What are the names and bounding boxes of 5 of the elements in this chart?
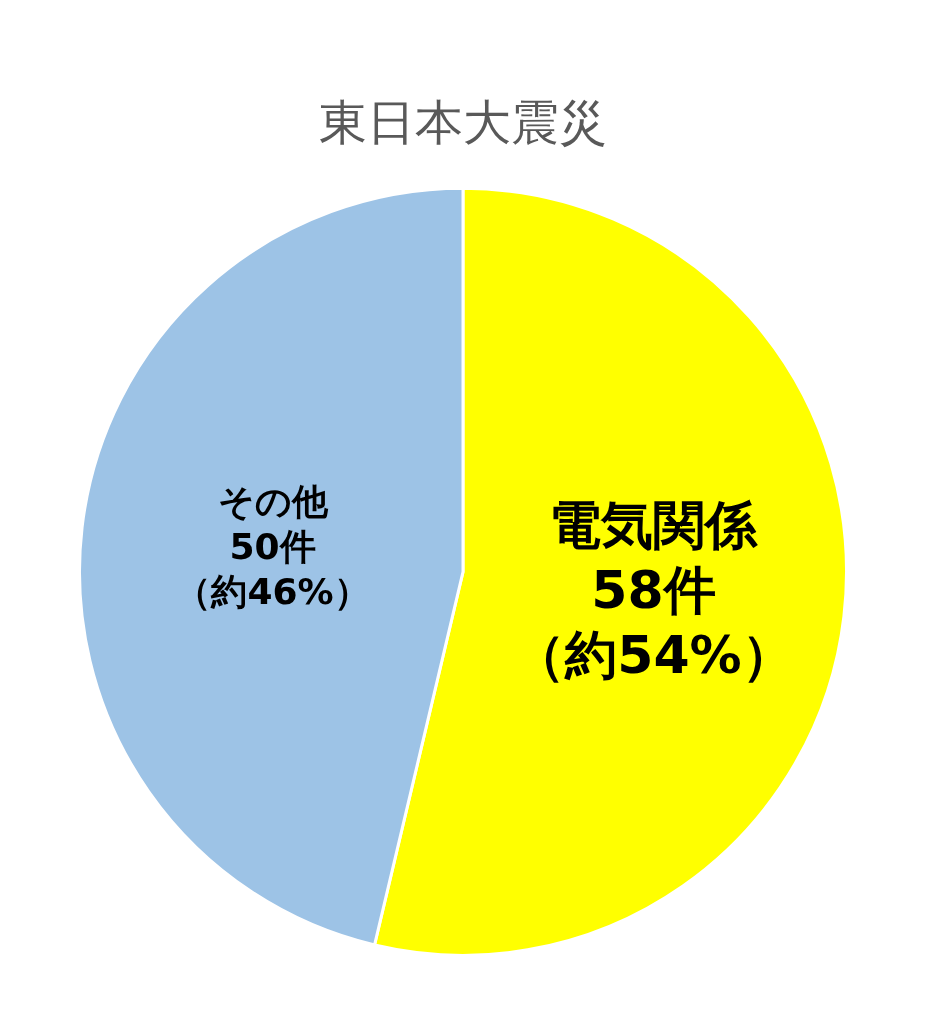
- slice-label: その他: [217, 480, 329, 522]
- data-label: 50件（約46%）: [175, 525, 370, 612]
- slice-label: 電気関係: [549, 494, 759, 555]
- chart-title: 東日本大震災: [319, 94, 607, 151]
- data-label: 58件（約54%）: [513, 559, 794, 685]
